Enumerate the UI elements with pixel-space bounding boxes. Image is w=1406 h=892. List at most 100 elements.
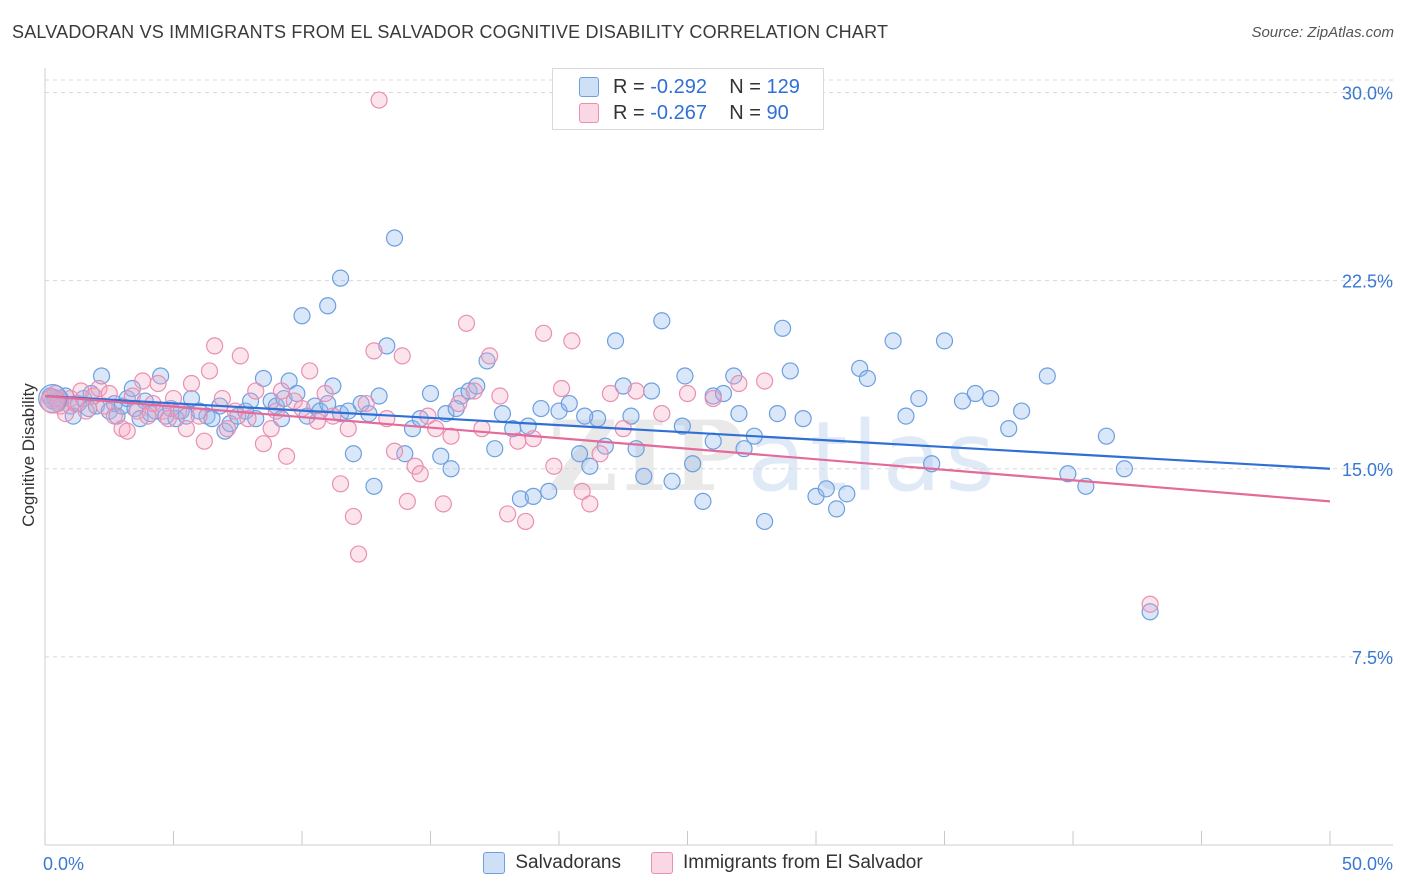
y-tick-label: 7.5% xyxy=(1352,648,1393,668)
immigrant-point xyxy=(277,447,296,465)
immigrant-point xyxy=(730,374,748,393)
salvadoran-point xyxy=(1059,465,1077,483)
salvadoran-point xyxy=(622,407,640,425)
blue-swatch xyxy=(579,77,599,97)
pink-swatch xyxy=(579,103,599,123)
immigrant-point xyxy=(534,324,553,342)
salvadoran-point xyxy=(897,407,915,425)
immigrant-point xyxy=(755,372,774,390)
immigrant-point xyxy=(545,457,563,475)
immigrant-point xyxy=(349,545,368,563)
y-tick-label: 15.0% xyxy=(1342,460,1393,480)
salvadoran-point xyxy=(493,404,512,423)
salvadoran-point xyxy=(242,392,260,410)
salvadoran-point xyxy=(540,482,558,500)
immigrant-point xyxy=(473,420,491,438)
salvadoran-point xyxy=(339,402,357,420)
salvadoran-point xyxy=(331,269,350,287)
y-tick-label: 22.5% xyxy=(1342,272,1393,292)
immigrant-point xyxy=(552,379,571,398)
salvadoran-point xyxy=(663,472,681,490)
immigrant-point xyxy=(182,374,201,393)
salvadoran-point xyxy=(858,369,877,388)
immigrant-point xyxy=(231,347,249,365)
salvadoran-point xyxy=(560,394,578,413)
immigrants-swatch xyxy=(650,852,673,874)
salvadoran-point xyxy=(768,404,787,423)
x-tick-label: 50.0% xyxy=(1342,854,1393,874)
immigrant-point xyxy=(591,445,609,463)
immigrant-point xyxy=(206,337,224,355)
r-value-pink: -0.267 xyxy=(650,101,707,124)
salvadoran-point xyxy=(684,455,702,473)
r-label: R = xyxy=(613,101,651,124)
immigrant-point xyxy=(267,402,285,420)
salvadoran-point xyxy=(1115,460,1134,478)
salvadoran-point xyxy=(966,384,984,403)
salvadoran-point xyxy=(570,445,589,463)
salvadoran-point xyxy=(982,389,1000,408)
immigrant-point xyxy=(247,382,265,400)
immigrant-point xyxy=(324,407,342,425)
salvadoran-point xyxy=(319,297,337,315)
salvadoran-point xyxy=(421,384,440,403)
immigrant-point xyxy=(704,389,722,408)
immigrant-point xyxy=(200,362,219,380)
salvadoran-point xyxy=(910,389,928,408)
immigrant-point xyxy=(213,389,231,408)
salvadoran-point xyxy=(385,229,404,247)
immigrant-point xyxy=(301,362,319,380)
immigrant-point xyxy=(581,495,599,513)
salvadoran-point xyxy=(344,445,362,463)
series-legend: Salvadorans Immigrants from El Salvador xyxy=(0,852,1406,874)
immigrant-point xyxy=(40,388,66,414)
immigrant-point xyxy=(491,387,509,405)
x-tick-label: 0.0% xyxy=(43,854,84,874)
immigrant-point xyxy=(465,382,483,400)
salvadorans-swatch xyxy=(483,852,506,874)
salvadoran-point xyxy=(1097,427,1116,445)
immigrant-point xyxy=(177,420,195,438)
salvadoran-point xyxy=(576,407,594,425)
salvadoran-point xyxy=(884,332,902,350)
salvadoran-point xyxy=(511,490,530,508)
salvadoran-point xyxy=(1038,367,1056,385)
immigrant-point xyxy=(499,505,517,523)
salvadoran-point xyxy=(606,332,625,350)
immigrant-point xyxy=(339,420,357,438)
salvadoran-point xyxy=(827,500,846,518)
salvadoran-point xyxy=(614,377,632,395)
immigrant-point xyxy=(90,379,108,398)
immigrant-point xyxy=(385,442,404,460)
salvadoran-point xyxy=(1000,420,1018,438)
immigrant-point xyxy=(627,382,645,400)
stats-legend: R = -0.292 N = 129 R = -0.267 N = 90 xyxy=(552,68,824,130)
salvadoran-point xyxy=(953,392,972,410)
immigrant-point xyxy=(344,507,362,526)
salvadoran-point xyxy=(673,417,691,435)
salvadoran-point xyxy=(524,487,542,505)
immigrant-point xyxy=(601,384,620,403)
legend-item-salvadorans: Salvadorans xyxy=(483,852,621,874)
n-label: N = xyxy=(729,75,767,98)
salvadoran-point xyxy=(447,399,465,418)
salvadoran-point xyxy=(432,447,450,465)
immigrant-point xyxy=(365,342,383,360)
salvadoran-point xyxy=(714,384,733,403)
immigrant-point xyxy=(653,404,671,423)
legend-label-immigrants: Immigrants from El Salvador xyxy=(682,852,923,873)
immigrant-point xyxy=(450,394,468,413)
immigrant-point xyxy=(254,435,273,453)
salvadoran-point xyxy=(442,460,460,478)
n-label: N = xyxy=(729,101,767,124)
salvadoran-point xyxy=(817,480,835,498)
immigrant-point xyxy=(134,372,152,390)
immigrant-point xyxy=(105,407,123,425)
salvadoran-point xyxy=(92,367,111,385)
salvadoran-point xyxy=(642,382,661,400)
immigrant-point xyxy=(308,412,327,430)
immigrant-point xyxy=(393,347,411,365)
immigrant-point xyxy=(331,475,350,493)
chart-title: SALVADORAN VS IMMIGRANTS FROM EL SALVADO… xyxy=(12,22,889,42)
immigrant-point xyxy=(316,384,334,403)
